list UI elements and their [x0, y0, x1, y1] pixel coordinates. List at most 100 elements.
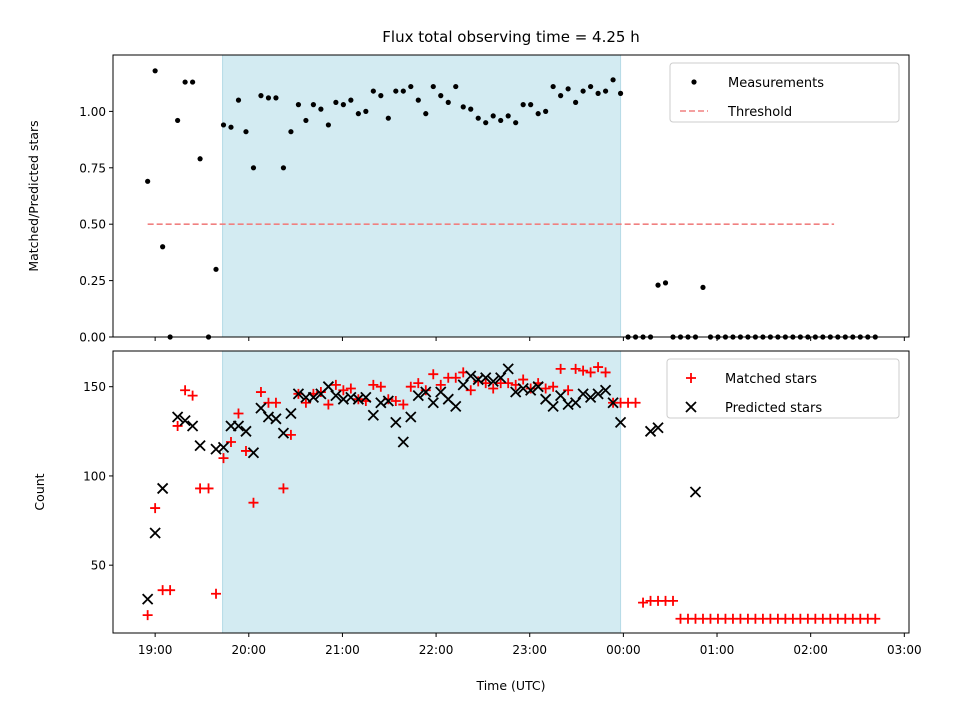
- matched-star-point: [248, 497, 259, 508]
- matched-star-point: [398, 399, 409, 410]
- measurement-point: [535, 111, 541, 117]
- measurement-point: [460, 104, 466, 110]
- predicted-star-point: [487, 375, 499, 387]
- predicted-star-point: [142, 593, 154, 605]
- predicted-star-point: [644, 425, 657, 437]
- measurement-point: [220, 122, 227, 128]
- predicted-star-point: [277, 427, 290, 439]
- measurement-point: [423, 111, 429, 117]
- matched-star-point: [142, 610, 153, 621]
- predicted-star-point: [240, 425, 252, 437]
- x-axis-label: Time (UTC): [475, 678, 545, 693]
- measurement-point: [303, 117, 309, 124]
- measurement-point: [160, 244, 166, 250]
- measurement-point: [505, 113, 511, 119]
- predicted-star-point: [569, 397, 582, 409]
- predicted-star-point: [390, 416, 402, 429]
- measurement-point: [528, 102, 534, 108]
- predicted-star-point: [547, 400, 559, 412]
- measurement-point: [468, 106, 474, 112]
- matched-star-point: [540, 383, 551, 394]
- matched-star-point: [413, 378, 424, 389]
- measurement-point: [333, 99, 339, 105]
- predicted-star-point: [592, 388, 604, 400]
- measurement-point: [393, 88, 399, 94]
- count-panel: 50 100 150 19:00 20:00 21:00 22:00 23:00 00:00 01…: [32, 350, 922, 693]
- predicted-star-point: [450, 400, 462, 412]
- ratio-panel: Flux total observing time = 4.25 h 0.000…: [26, 28, 910, 345]
- measurement-point: [385, 115, 391, 121]
- predicted-star-point: [255, 402, 267, 414]
- ratio-highlight-span: [222, 55, 621, 337]
- measurement-point: [175, 117, 181, 124]
- measurement-point: [273, 95, 279, 101]
- measurement-point: [340, 102, 346, 108]
- matched-star-point: [233, 408, 244, 419]
- predicted-star-point: [412, 389, 424, 402]
- legend-marker-measurements: [691, 79, 697, 85]
- ratio-legend-box: [669, 62, 900, 123]
- measurement-point: [288, 129, 294, 135]
- measurement-point: [595, 90, 601, 96]
- matched-star-point: [435, 379, 446, 390]
- measurement-point: [662, 280, 669, 286]
- measurement-point: [363, 108, 369, 114]
- predicted-star-point: [171, 411, 184, 423]
- measurement-point: [228, 124, 234, 130]
- predicted-star-point: [360, 391, 372, 404]
- matched-star-point: [240, 445, 251, 456]
- predicted-star-point: [247, 447, 260, 459]
- x-tick-label: 02:00: [793, 643, 828, 657]
- measurement-point: [318, 106, 324, 112]
- matched-star-point: [600, 367, 611, 378]
- x-tick-label: 00:00: [606, 643, 641, 657]
- predicted-star-point: [502, 363, 514, 375]
- measurement-point: [655, 282, 661, 288]
- predicted-star-point: [307, 391, 320, 404]
- predicted-star-point: [217, 441, 230, 454]
- count-legend: Matched stars Predicted stars: [666, 358, 900, 419]
- count-y-tick-label: 50: [91, 559, 106, 573]
- measurement-point: [310, 102, 317, 108]
- matched-star-point: [323, 399, 334, 410]
- measurement-point: [145, 178, 151, 184]
- count-y-tick-label: 150: [83, 380, 106, 394]
- count-plot-area: 50 100 150 19:00 20:00 21:00 22:00 23:00 00:00 01…: [83, 350, 922, 657]
- matched-star-point: [488, 383, 499, 394]
- matched-star-point: [180, 385, 191, 396]
- matched-star-point: [525, 383, 536, 394]
- predicted-star-point: [584, 391, 597, 404]
- measurement-point: [190, 79, 196, 85]
- measurement-point: [700, 284, 706, 290]
- ratio-y-axis-label: Matched/Predicted stars: [26, 120, 41, 271]
- measurement-point: [520, 102, 526, 108]
- measurement-point: [197, 156, 203, 162]
- predicted-star-point: [149, 527, 161, 539]
- predicted-star-point: [232, 420, 245, 432]
- ratio-legend: Measurements Threshold: [669, 62, 900, 123]
- legend-entry-label: Threshold: [727, 105, 792, 120]
- measurement-point: [235, 97, 242, 103]
- measurement-point: [490, 113, 496, 119]
- matched-star-point: [428, 369, 439, 380]
- predicted-star-point: [652, 422, 664, 434]
- matched-star-point: [345, 383, 356, 394]
- measurement-point: [325, 122, 331, 128]
- measurement-point: [152, 68, 158, 74]
- predicted-star-point: [405, 411, 417, 423]
- predicted-star-point: [480, 372, 492, 384]
- predicted-star-point: [292, 388, 305, 400]
- measurement-point: [483, 120, 489, 126]
- matched-star-point: [585, 367, 596, 378]
- predicted-star-point: [194, 439, 206, 452]
- matched-star-point: [630, 397, 641, 408]
- ratio-axes-frame: [112, 54, 910, 338]
- predicted-star-point: [322, 381, 335, 393]
- chart-title: Flux total observing time = 4.25 h: [382, 28, 639, 46]
- matched-star-point: [570, 363, 581, 374]
- matched-star-point: [330, 379, 341, 390]
- measurement-point: [280, 165, 287, 171]
- matched-star-point: [668, 595, 679, 606]
- measurement-point: [617, 90, 624, 96]
